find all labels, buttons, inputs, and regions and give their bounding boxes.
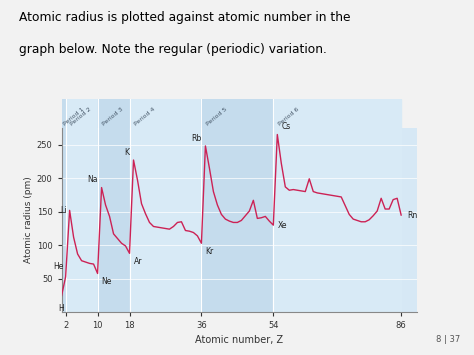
Bar [62, 128, 65, 312]
Bar [273, 99, 401, 128]
Text: Period 3: Period 3 [101, 106, 124, 126]
Bar [98, 128, 129, 312]
Text: He: He [53, 262, 64, 272]
Text: Xe: Xe [277, 221, 287, 230]
Bar [65, 99, 98, 128]
Text: Na: Na [87, 175, 98, 184]
Text: Ar: Ar [134, 257, 142, 266]
Text: Period 1: Period 1 [63, 106, 85, 126]
Bar [98, 99, 129, 128]
Bar [201, 128, 273, 312]
X-axis label: Atomic number, Z: Atomic number, Z [195, 335, 283, 345]
Bar [273, 128, 401, 312]
Bar [65, 128, 98, 312]
Text: Period 5: Period 5 [205, 106, 228, 126]
Text: Period 2: Period 2 [70, 106, 92, 126]
Bar [129, 99, 201, 128]
Text: 8 | 37: 8 | 37 [436, 335, 460, 344]
Text: Kr: Kr [205, 247, 214, 256]
Text: K: K [125, 148, 129, 157]
Text: H: H [59, 304, 64, 313]
Text: Rn: Rn [407, 211, 418, 219]
Bar [201, 99, 273, 128]
Text: Atomic radius is plotted against atomic number in the: Atomic radius is plotted against atomic … [19, 11, 350, 24]
Text: Li: Li [60, 206, 66, 215]
Bar [129, 128, 201, 312]
Text: Rb: Rb [191, 133, 201, 143]
Text: Period 4: Period 4 [134, 106, 156, 126]
Bar [62, 99, 65, 128]
Text: Period 6: Period 6 [277, 106, 300, 126]
Text: Cs: Cs [281, 122, 291, 131]
Text: graph below. Note the regular (periodic) variation.: graph below. Note the regular (periodic)… [19, 43, 327, 56]
Y-axis label: Atomic radius (pm): Atomic radius (pm) [24, 177, 33, 263]
Text: Ne: Ne [101, 278, 112, 286]
